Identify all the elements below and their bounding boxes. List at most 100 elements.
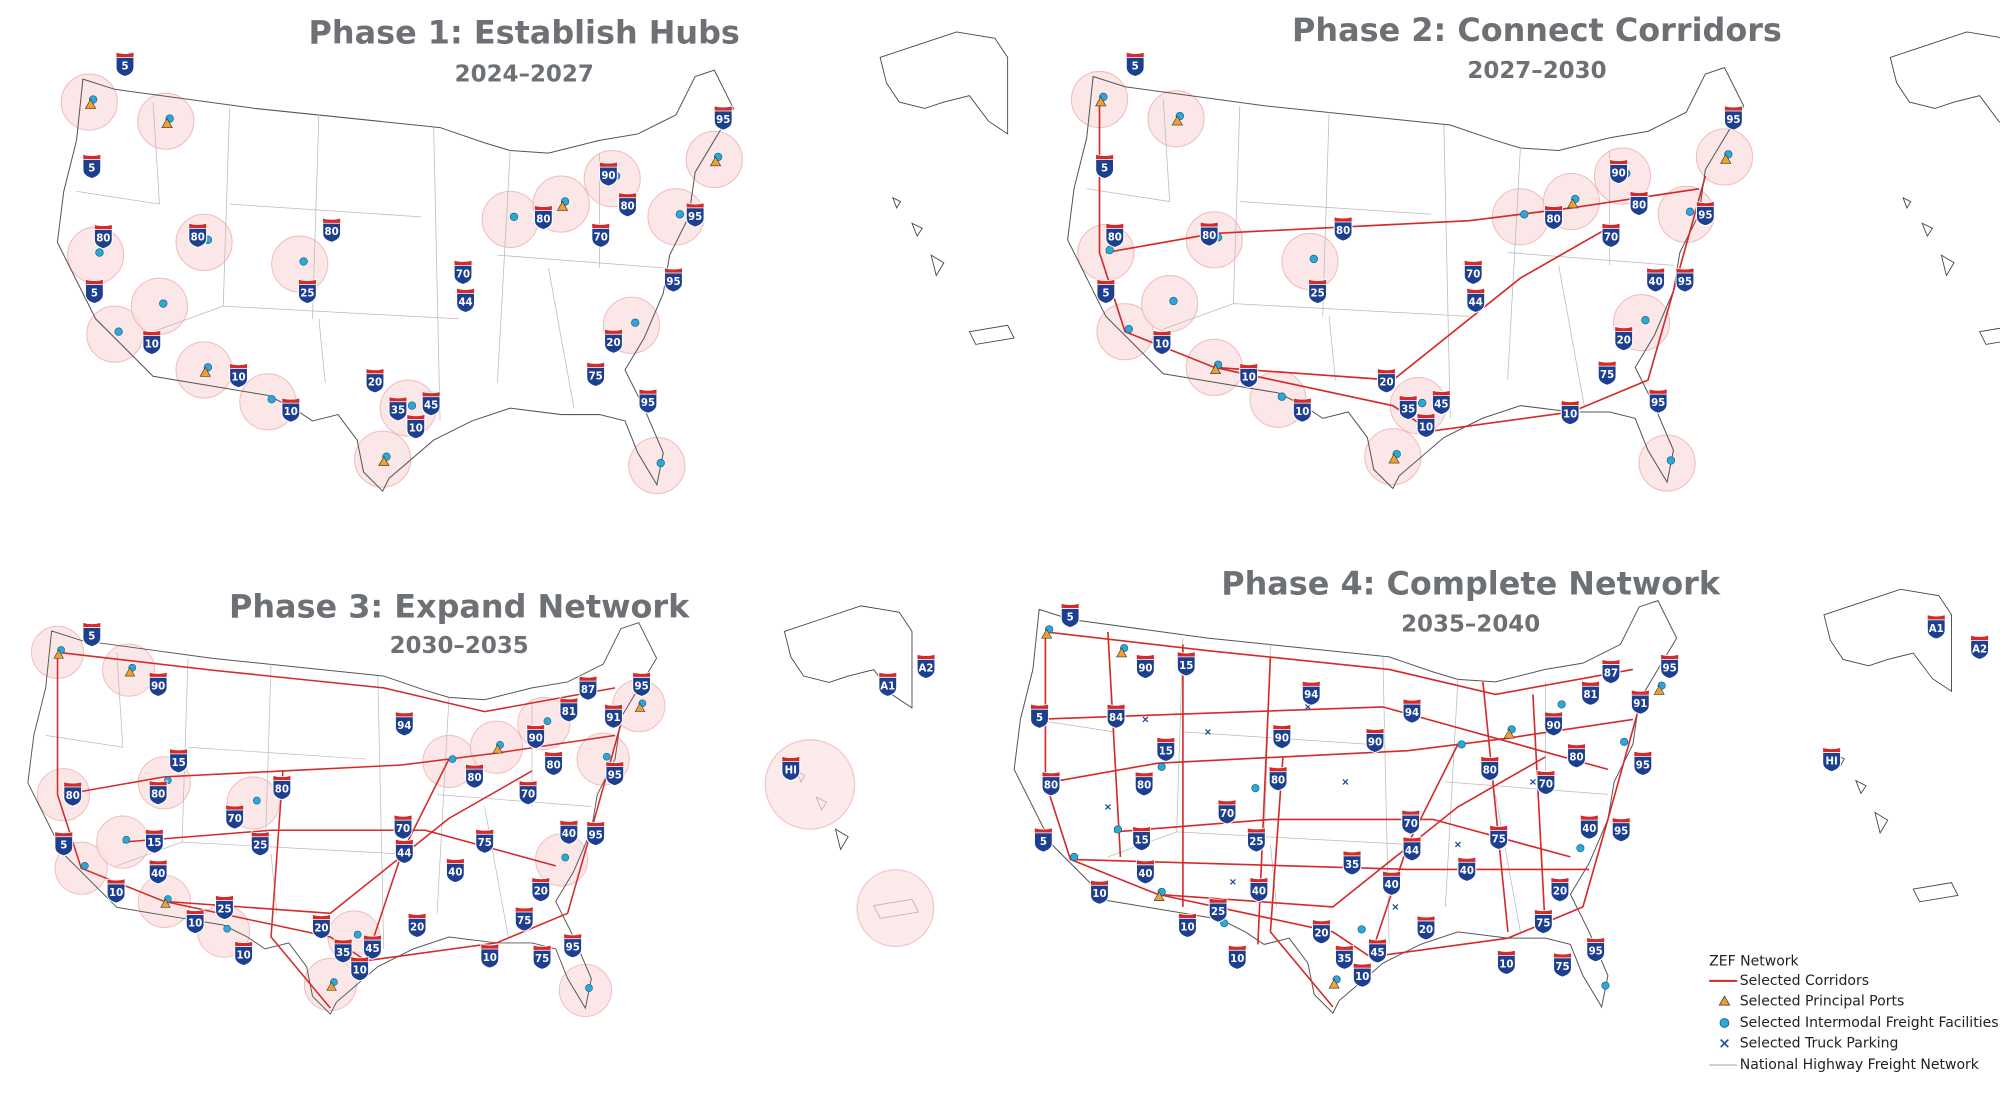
shield-top: [532, 944, 552, 951]
interstate-shield: 81: [1581, 680, 1600, 706]
interstate-shield: 44: [1466, 287, 1486, 314]
interstate-shield: 80: [533, 204, 553, 231]
shield-top: [1597, 360, 1617, 367]
alaska-outline: [783, 605, 913, 709]
shield-top: [1382, 870, 1401, 877]
interstate-shield: 45: [1368, 938, 1387, 964]
freight-facility: [1157, 762, 1166, 771]
shield-body: [169, 752, 189, 774]
shield-body: [1660, 657, 1680, 680]
shield-body: [229, 366, 248, 389]
interstate-shield: 80: [1544, 204, 1564, 231]
shield-top: [465, 763, 484, 770]
shield-label: 80: [1546, 214, 1560, 225]
freight-facility: [1169, 296, 1178, 306]
shield-body: [618, 195, 637, 218]
shield-top: [544, 750, 563, 757]
freight-facility: [80, 861, 89, 870]
interstate-shield: 94: [394, 711, 414, 737]
shield-top: [534, 204, 553, 211]
shield-top: [1312, 919, 1331, 926]
port: [492, 744, 503, 754]
shield-body: [1695, 204, 1715, 227]
shield-label: 15: [1159, 746, 1173, 757]
shield-label: 87: [581, 685, 595, 696]
interstate-shield: 20: [1614, 326, 1634, 352]
shield-top: [1156, 736, 1176, 743]
shield-body: [916, 657, 936, 680]
highway-lines: [76, 102, 664, 421]
interstate-shield: 15: [1132, 826, 1152, 852]
shield-label: 75: [1536, 918, 1550, 929]
shield-body: [591, 226, 611, 248]
interstate-shield: 84: [1106, 703, 1126, 729]
shield-label: 80: [275, 785, 289, 796]
shield-top: [1352, 962, 1372, 969]
shield-top: [298, 278, 317, 285]
shield-top: [1217, 799, 1237, 806]
shield-top: [1724, 105, 1743, 112]
shield-label: 15: [171, 758, 185, 769]
shield-top: [1550, 877, 1570, 884]
interstate-shield: HI: [1822, 746, 1842, 773]
shield-label: 80: [1137, 781, 1151, 792]
shield-label: 25: [1211, 907, 1225, 918]
shield-label: 95: [1636, 760, 1650, 771]
truck-parking: [1529, 778, 1536, 785]
interstate-shield: 75: [532, 944, 552, 970]
shield-label: 35: [1337, 954, 1351, 965]
shield-top: [1060, 602, 1080, 609]
freight-facility: [1070, 852, 1079, 861]
shield-top: [1660, 653, 1679, 660]
shield-body: [1272, 727, 1292, 750]
shield-label: 75: [517, 916, 531, 927]
shield-body: [1398, 398, 1418, 421]
shield-label: 75: [535, 954, 549, 965]
shield-top: [148, 780, 168, 787]
interstate-shield: 75: [1553, 952, 1572, 978]
interstate-shield: 95: [713, 105, 733, 131]
shield-label: 90: [601, 171, 615, 182]
shield-body: [394, 842, 414, 865]
shield-label: 80: [467, 773, 481, 784]
interstate-shield: 90: [1544, 711, 1564, 737]
hub-buffer: [535, 833, 589, 887]
shield-top: [453, 259, 473, 266]
interstate-shield: 40: [1579, 814, 1599, 840]
shield-body: [1586, 940, 1606, 963]
highway-lines: [1086, 99, 1674, 419]
shield-label: 10: [1092, 889, 1106, 900]
phase-years: 2035–2040: [1401, 611, 1540, 637]
shield-body: [604, 707, 623, 729]
port: [161, 117, 173, 128]
interstate-shield: 90: [1365, 727, 1385, 754]
shield-label: 40: [562, 829, 576, 840]
shield-label: 95: [1726, 115, 1740, 126]
shield-label: 35: [391, 406, 405, 417]
interstate-shield: 70: [1536, 769, 1556, 796]
shield-label: A1: [880, 681, 895, 692]
corridor: [1482, 681, 1547, 932]
interstate-shield: 10: [1239, 363, 1259, 389]
shield-top: [1480, 755, 1500, 762]
shield-label: 20: [1314, 929, 1328, 940]
shield-body: [713, 109, 733, 131]
shield-body: [586, 824, 606, 847]
shield-label: 70: [1220, 809, 1234, 820]
interstate-shield: 70: [518, 780, 538, 806]
shield-label: 90: [1546, 721, 1560, 732]
shield-label: 80: [1202, 231, 1216, 242]
shield-top: [1041, 771, 1061, 778]
shield-top: [1534, 908, 1553, 915]
shield-label: 80: [620, 202, 634, 213]
freight-facility: [267, 395, 276, 404]
shield-body: [1629, 194, 1649, 217]
interstate-shield: 35: [1398, 394, 1418, 421]
interstate-shield: 10: [142, 329, 162, 356]
interstate-shield: 81: [559, 697, 579, 723]
shield-top: [1614, 326, 1634, 333]
shield-body: [1268, 769, 1288, 792]
shield-top: [604, 703, 623, 710]
phase-map: [56, 69, 743, 495]
